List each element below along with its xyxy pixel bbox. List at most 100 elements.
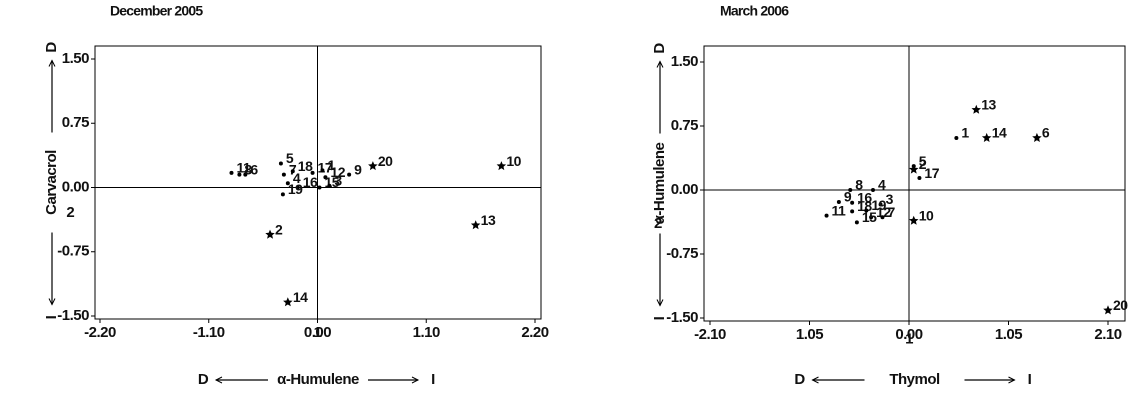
point-label: 17 — [924, 165, 939, 181]
dot-point — [280, 192, 285, 197]
point-label: 14 — [992, 125, 1007, 141]
x-label-high: I — [431, 371, 435, 388]
point-label: 1 — [327, 157, 335, 173]
dot-point — [295, 185, 300, 190]
dot-point — [278, 161, 283, 166]
star-point — [909, 215, 919, 225]
y-label-low: I — [651, 316, 668, 320]
star-point — [283, 297, 293, 307]
point-label: 6 — [1042, 125, 1050, 141]
y-label-group: Dα-Humulene I — [651, 43, 668, 321]
arrowhead — [214, 376, 223, 384]
star-point — [496, 161, 507, 171]
y-tick-label: 0.75 — [671, 117, 698, 134]
annotation: 2 — [66, 204, 74, 221]
dot-point — [836, 199, 841, 204]
dot-point — [281, 172, 286, 177]
star-point — [1103, 305, 1113, 315]
y-label-high: D — [651, 43, 668, 54]
point-label: 5 — [919, 153, 927, 169]
point-label: 2 — [275, 221, 283, 237]
dot-point — [229, 170, 234, 175]
dot-point — [347, 172, 352, 177]
point-label: 3 — [334, 172, 342, 188]
dot-point — [824, 213, 829, 218]
y-tick-label: 1.50 — [62, 50, 89, 67]
x-tick-label: -1.10 — [193, 324, 225, 341]
dot-point — [243, 172, 248, 177]
point-label: 18 — [857, 198, 872, 214]
dot-point — [237, 172, 242, 177]
y-tick-label: -1.50 — [666, 309, 698, 326]
point-label: 8 — [855, 177, 863, 193]
point-label: 7 — [887, 204, 895, 220]
star-point — [1032, 132, 1042, 142]
dot-point — [848, 188, 853, 192]
y-tick-label: -0.75 — [666, 245, 698, 262]
x-tick-label: 0.00 — [895, 326, 922, 343]
point-label: 9 — [844, 189, 852, 205]
point-label: 2 — [919, 156, 927, 172]
dot-point — [917, 176, 922, 181]
x-tick-label: 1.05 — [995, 326, 1022, 343]
arrowhead — [48, 59, 56, 67]
chart-title: December 2005 — [110, 3, 203, 19]
dot-point — [880, 215, 885, 220]
x-label: α-Humulene — [277, 371, 359, 388]
y-tick-label: 0.75 — [62, 114, 89, 131]
point-label: 3 — [886, 191, 894, 207]
point-label: 4 — [878, 177, 886, 193]
point-label: 13 — [481, 212, 496, 228]
point-label: 11 — [832, 202, 847, 218]
point-label: 10 — [919, 207, 934, 223]
arrowhead — [48, 298, 56, 306]
x-label-high: I — [1028, 371, 1032, 388]
dot-point — [864, 208, 869, 213]
star-point — [981, 132, 992, 142]
y-tick-label: 0.00 — [671, 181, 698, 198]
x-tick-label: 1.05 — [796, 326, 823, 343]
annotation: 1 — [905, 330, 913, 347]
point-label: 9 — [354, 161, 362, 177]
point-label: 13 — [981, 96, 996, 112]
arrowhead — [411, 376, 420, 384]
annotation: 2 — [654, 215, 662, 232]
chart-title: March 2006 — [720, 3, 789, 19]
point-label: 20 — [1113, 297, 1128, 313]
arrowhead — [1008, 376, 1016, 384]
arrowhead — [656, 60, 664, 68]
point-label: 19 — [871, 197, 886, 213]
dot-point — [285, 181, 290, 186]
x-tick-label: 1.10 — [413, 324, 440, 341]
point-label: 14 — [293, 289, 308, 305]
point-label: 15 — [862, 209, 877, 225]
arrowhead — [656, 299, 664, 307]
dot-point — [854, 220, 859, 225]
point-label: 10 — [506, 153, 521, 169]
y-tick-label: 1.50 — [671, 53, 698, 70]
dot-point — [869, 215, 874, 220]
point-label: 12 — [876, 204, 891, 220]
point-label: 6 — [250, 161, 258, 177]
x-tick-label: 2.10 — [1094, 326, 1121, 343]
y-label: α-Humulene — [651, 142, 668, 224]
star-point — [470, 220, 481, 230]
point-label: 5 — [286, 150, 294, 166]
point-label: 18 — [298, 158, 313, 174]
point-label: 4 — [293, 170, 301, 186]
y-label-group: D Carvacrol I — [43, 42, 60, 320]
x-label: Thymol — [889, 371, 940, 388]
annotation: 1 — [314, 324, 322, 341]
x-tick-label: 0.00 — [304, 324, 331, 341]
dot-point — [323, 175, 328, 180]
plot-frame — [703, 45, 1126, 322]
y-label: Carvacrol — [43, 150, 60, 215]
dot-point — [327, 183, 332, 188]
star-point — [368, 161, 378, 171]
point-label: 8 — [244, 161, 252, 177]
x-tick-label: 2.20 — [521, 324, 548, 341]
dot-point — [850, 200, 855, 205]
dot-point — [878, 202, 883, 207]
y-label-high: D — [43, 42, 60, 53]
